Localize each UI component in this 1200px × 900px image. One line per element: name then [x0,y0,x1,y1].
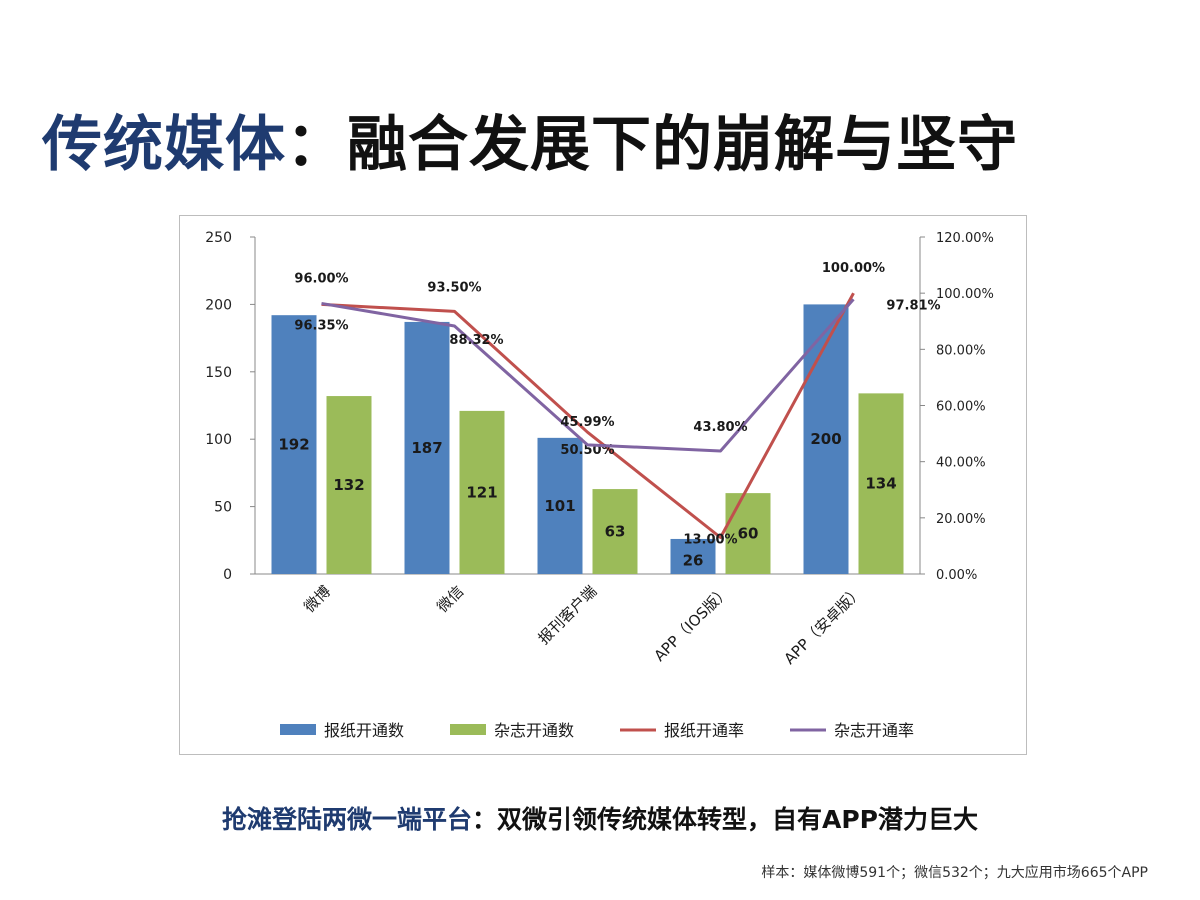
bar-value-label: 132 [333,476,364,494]
rate-data-label: 88.32% [449,333,503,348]
subtitle-part2: ：双微引领传统媒体转型，自有APP潜力巨大 [472,805,978,834]
left-tick-label: 100 [205,432,232,448]
category-label: 微博 [300,582,334,616]
legend-label: 报纸开通率 [664,721,744,740]
rate-data-label: 93.50% [427,280,481,295]
right-tick-label: 40.00% [936,456,986,471]
category-label: 报刊客户端 [535,582,601,648]
bar-value-label: 63 [605,523,626,541]
legend-swatch [450,724,486,735]
legend-swatch [280,724,316,735]
page-title-part1: 传统媒体 [42,110,286,180]
right-tick-label: 80.00% [936,343,986,358]
bar-value-label: 192 [278,436,309,454]
left-tick-label: 250 [205,230,232,246]
right-tick-label: 100.00% [936,287,994,302]
bar-newspaper [537,437,583,574]
bar-magazine [858,393,904,574]
rate-data-label: 13.00% [683,532,737,547]
right-tick-label: 20.00% [936,512,986,527]
right-tick-label: 120.00% [936,231,994,246]
legend-label: 报纸开通数 [324,721,404,740]
bar-newspaper [670,538,716,574]
bar-value-label: 60 [738,525,759,543]
bar-value-label: 26 [683,551,704,569]
category-label: APP（IOS版） [651,582,734,665]
sample-note: 样本：媒体微博591个；微信532个；九大应用市场665个APP [761,865,1148,881]
bar-magazine [326,396,372,574]
bar-magazine [725,493,771,574]
bar-newspaper [404,321,450,574]
bar-value-label: 134 [865,475,896,493]
bar-magazine [592,489,638,574]
rate-data-label: 96.00% [294,271,348,286]
newspaper-rate-line [321,292,855,539]
left-tick-label: 50 [214,500,232,516]
rate-data-label: 96.35% [294,318,348,333]
chart-frame: 0 50 100 150 200 250 0.00% 20.00% 40.00% 60.00% 80… [179,215,1027,755]
bar-magazine [459,410,505,574]
left-tick-label: 150 [205,365,232,381]
page-title-part2: ：融合发展下的崩解与坚守 [286,110,1018,180]
bar-value-label: 121 [466,483,497,501]
subtitle-part1: 抢滩登陆两微一端平台 [221,805,472,834]
rate-data-label: 97.81% [886,298,940,313]
bar-value-label: 187 [411,439,442,457]
bar-value-label: 101 [544,497,575,515]
right-tick-label: 0.00% [936,568,977,583]
left-tick-label: 200 [205,297,232,313]
bar-newspaper [271,315,317,574]
category-label: APP（安卓版） [781,582,867,668]
right-tick-label: 60.00% [936,400,986,415]
legend-label: 杂志开通率 [834,721,914,740]
bar-value-label: 200 [810,430,841,448]
rate-data-label: 43.80% [693,420,747,435]
combo-chart: 0 50 100 150 200 250 0.00% 20.00% 40.00% 60.00% 80… [205,230,994,740]
rate-data-label: 100.00% [822,261,885,276]
legend-label: 杂志开通数 [494,721,574,740]
rate-data-label: 45.99% [560,415,614,430]
slide-subtitle: 抢滩登陆两微一端平台：双微引领传统媒体转型，自有APP潜力巨大 [0,800,1200,836]
page-title: 传统媒体：融合发展下的崩解与坚守 [42,96,1018,183]
category-label: 微信 [433,582,467,616]
left-tick-label: 0 [223,567,232,583]
magazine-rate-line [321,298,855,453]
